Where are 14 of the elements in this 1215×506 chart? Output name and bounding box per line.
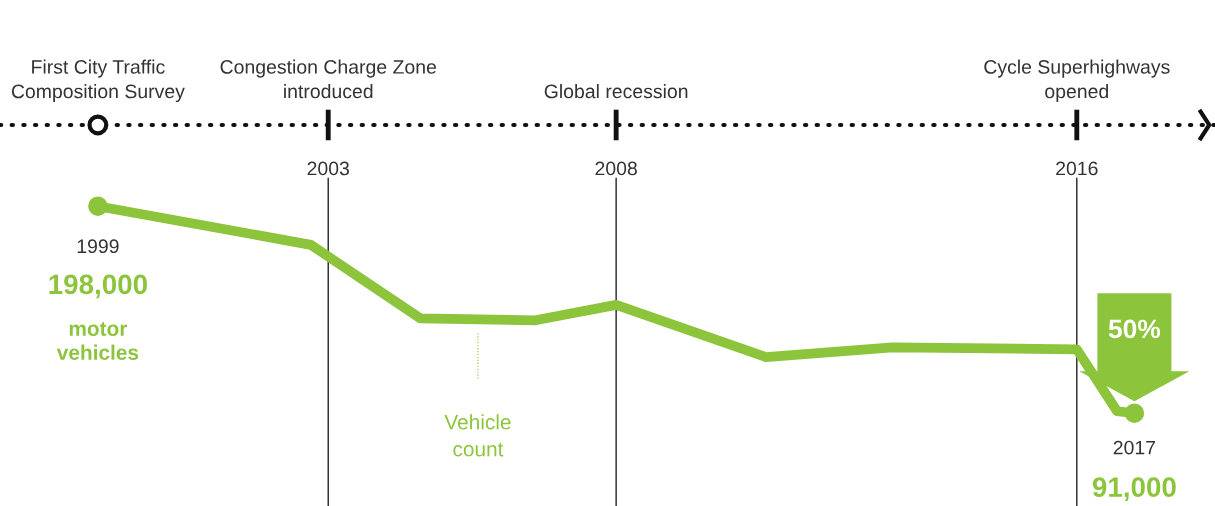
annotation: 1999: [77, 239, 119, 254]
annotation: motor vehicles: [56, 322, 139, 360]
text: Global recession: [544, 84, 688, 99]
x-tick-label: 2016: [1056, 161, 1098, 176]
text: First City Traffic Composition Survey: [11, 59, 185, 103]
text: Congestion Charge Zone introduced: [220, 59, 436, 99]
annotation: 2017: [1113, 440, 1156, 455]
x-tick-label: 2008: [595, 161, 637, 176]
x-tick-label: 2003: [307, 161, 349, 176]
annotation: Vehicle count: [444, 414, 511, 457]
text: Cycle Superhighways opened: [984, 59, 1170, 103]
data-label: 91,000: [1092, 477, 1176, 502]
data-label: 198,000: [49, 274, 147, 299]
annotation: 50%: [1108, 319, 1161, 339]
